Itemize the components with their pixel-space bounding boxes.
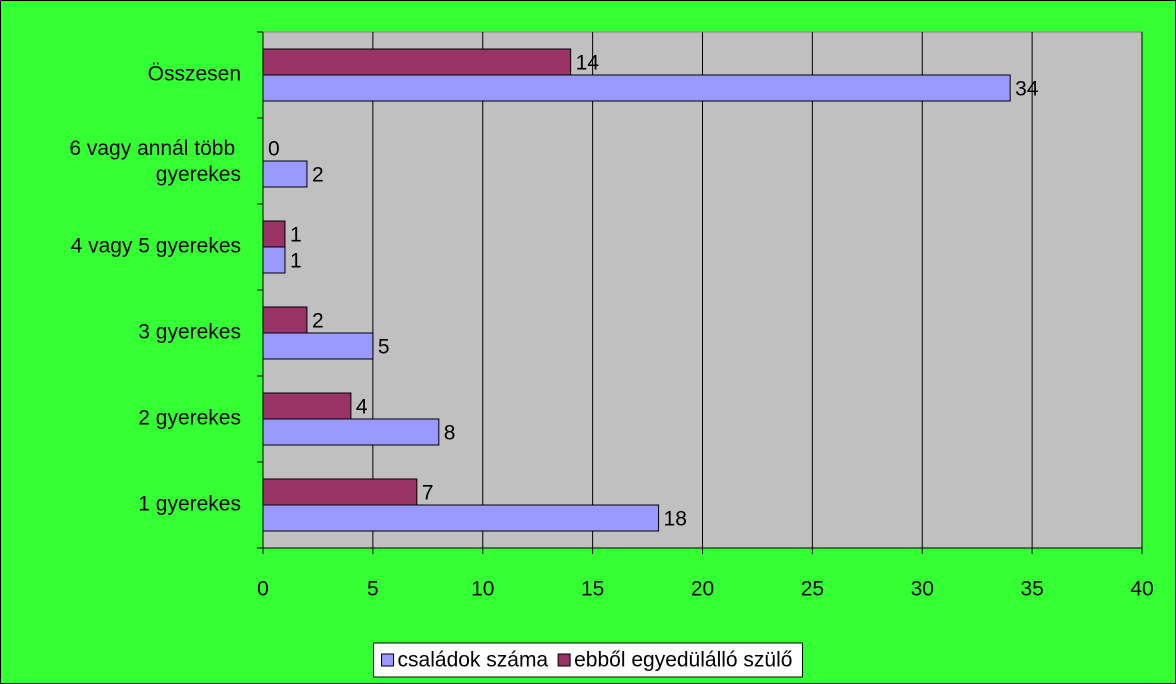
legend-label: családok száma [398,649,549,672]
data-label: 14 [576,52,600,75]
y-tick-label: 3 gyerekes [138,321,241,344]
y-tick-label: 2 gyerekes [138,407,241,430]
x-tick-label: 40 [1130,578,1153,601]
data-label: 7 [422,482,434,505]
bar [262,392,352,420]
data-label: 1 [290,224,302,247]
bar [262,418,440,446]
bar [262,160,308,188]
bar [262,246,286,274]
y-tick-label: 1 gyerekes [138,493,241,516]
x-tick-label: 15 [581,578,604,601]
data-label: 2 [312,164,324,187]
data-label: 2 [312,310,324,333]
data-label: 34 [1015,78,1039,101]
data-label: 8 [444,422,456,445]
y-tick-label: 4 vagy 5 gyerekes [71,235,241,258]
y-tick-label: Összesen [148,63,241,86]
x-tick-label: 35 [1020,578,1043,601]
x-tick-label: 0 [257,578,269,601]
bar [262,306,308,334]
x-tick-label: 10 [471,578,494,601]
legend-swatch [381,653,395,667]
legend [373,642,803,678]
legend-label: ebből egyedülálló szülő [574,649,792,672]
bar [262,74,1011,102]
data-label: 4 [356,396,368,419]
bar [262,48,572,76]
bar [262,478,418,506]
bar [262,332,374,360]
bar [262,220,286,248]
x-tick-label: 5 [367,578,379,601]
x-tick-label: 20 [691,578,714,601]
x-tick-label: 30 [911,578,934,601]
x-tick-label: 25 [801,578,824,601]
bar [262,504,660,532]
data-label: 5 [378,336,390,359]
data-label: 1 [290,250,302,273]
data-label: 18 [664,508,687,531]
data-label: 0 [268,138,280,161]
legend-swatch [557,653,571,667]
y-tick-label: 6 vagy annál több gyerekes [69,137,241,186]
